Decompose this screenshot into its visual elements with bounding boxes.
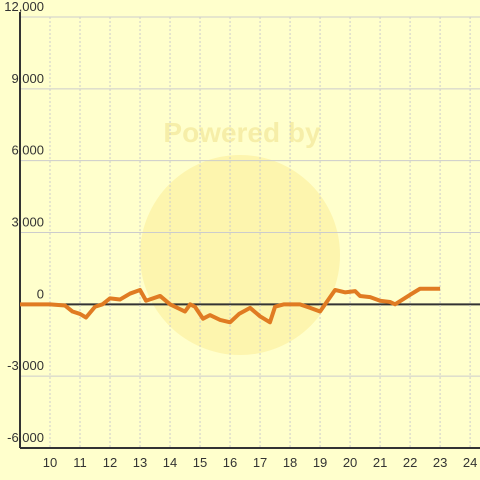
x-tick-label: 24	[463, 455, 477, 470]
x-tick-label: 10	[43, 455, 57, 470]
x-tick-label: 18	[283, 455, 297, 470]
x-tick-label: 12	[103, 455, 117, 470]
watermark: Powered by	[163, 117, 321, 148]
y-tick-label: 3,000	[11, 215, 44, 230]
x-tick-label: 19	[313, 455, 327, 470]
x-tick-label: 23	[433, 455, 447, 470]
y-tick-label: 0	[37, 286, 44, 301]
y-tick-label: 12,000	[4, 0, 44, 14]
y-tick-label: -3,000	[7, 358, 44, 373]
y-tick-label: -6,000	[7, 430, 44, 445]
x-tick-label: 14	[163, 455, 177, 470]
x-tick-label: 22	[403, 455, 417, 470]
x-tick-label: 17	[253, 455, 267, 470]
x-tick-label: 11	[73, 455, 87, 470]
x-tick-label: 20	[343, 455, 357, 470]
x-tick-label: 15	[193, 455, 207, 470]
y-tick-label: 9,000	[11, 71, 44, 86]
x-tick-label: 21	[373, 455, 387, 470]
data-line	[20, 286, 441, 325]
y-tick-label: 6,000	[11, 143, 44, 158]
x-tick-label: 16	[223, 455, 237, 470]
x-tick-label: 13	[133, 455, 147, 470]
